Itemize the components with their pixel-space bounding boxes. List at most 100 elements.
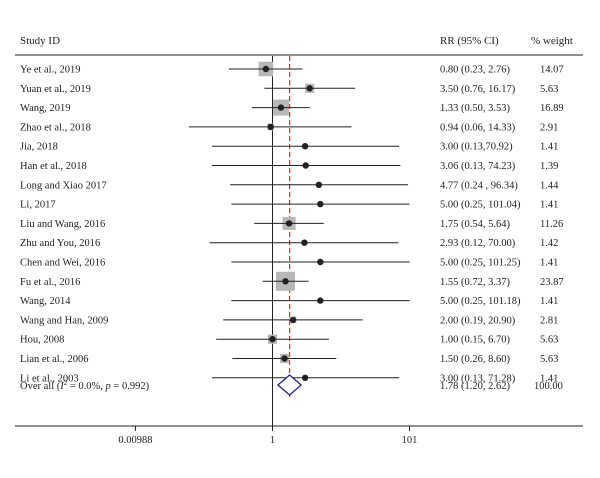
study-point	[301, 239, 308, 246]
study-rr-text: 1.75 (0.54, 5.64)	[440, 219, 510, 230]
study-weight-text: 16.89	[540, 103, 564, 114]
study-rr-text: 1.55 (0.72, 3.37)	[440, 277, 510, 288]
study-row: Zhu and You, 2016 2.93 (0.12, 70.00) 1.42	[20, 238, 558, 249]
overall-label-suffix: = 0.0%,	[67, 381, 105, 392]
study-weight-text: 1.41	[540, 142, 558, 153]
study-weight-text: 2.91	[540, 122, 558, 133]
study-point	[315, 181, 323, 188]
study-label: Han et al., 2018	[20, 161, 87, 172]
study-label: Ye et al., 2019	[20, 65, 80, 76]
study-row: Yuan et al., 2019 3.50 (0.76, 16.17) 5.63	[20, 83, 558, 95]
study-rr-text: 5.00 (0.25, 101.25)	[440, 258, 521, 269]
study-label: Wang and Han, 2009	[20, 315, 108, 326]
study-label: Long and Xiao 2017	[20, 180, 107, 191]
study-rr-text: 3.00 (0.13, 71.28)	[440, 373, 516, 384]
study-rr-text: 2.93 (0.12, 70.00)	[440, 238, 516, 249]
study-label: Fu et al., 2016	[20, 277, 80, 288]
study-label: Lian et al., 2006	[20, 354, 89, 365]
study-weight-text: 5.63	[540, 335, 558, 346]
study-weight-text: 23.87	[540, 277, 564, 288]
study-label: Zhao et al., 2018	[20, 122, 91, 133]
header-rr: RR (95% CI)	[440, 35, 499, 47]
study-label: Liu and Wang, 2016	[20, 219, 105, 230]
study-label: Li, 2017	[20, 200, 56, 211]
study-weight-text: 1.44	[540, 180, 559, 191]
study-rr-text: 5.00 (0.25, 101.04)	[440, 200, 521, 211]
study-row: Li et al., 2003 3.00 (0.13, 71.28) 1.41	[20, 373, 558, 384]
x-axis-ticks: 0.00988 1 101	[118, 426, 417, 446]
study-weight-text: 11.26	[540, 219, 563, 230]
study-label: Wang, 2019	[20, 103, 70, 114]
overall-diamond	[276, 374, 303, 396]
study-label: Hou, 2008	[20, 335, 64, 346]
study-point	[281, 355, 288, 362]
study-row: Wang, 2014 5.00 (0.25, 101.18) 1.41	[20, 296, 558, 307]
overall-p-symbol: p	[105, 381, 111, 392]
header-weight: % weight	[531, 35, 573, 47]
study-row: Ye et al., 2019 0.80 (0.23, 2.76) 14.07	[20, 61, 564, 77]
overall-i2-symbol: I	[59, 381, 64, 392]
study-label: Zhu and You, 2016	[20, 238, 100, 249]
study-point	[317, 297, 324, 304]
study-row: Hou, 2008 1.00 (0.15, 6.70) 5.63	[20, 334, 558, 346]
study-point	[277, 104, 285, 111]
study-point	[317, 200, 324, 208]
x-tick-label: 1	[270, 435, 275, 446]
study-row: Li, 2017 5.00 (0.25, 101.04) 1.41	[20, 200, 558, 211]
study-point	[269, 336, 276, 343]
study-row: Long and Xiao 2017 4.77 (0.24 , 96.34) 1.4…	[20, 180, 559, 191]
study-label: Jia, 2018	[20, 142, 58, 153]
study-rr-text: 1.00 (0.15, 6.70)	[440, 335, 510, 346]
header-study: Study ID	[20, 35, 60, 47]
study-row: Fu et al., 2016 1.55 (0.72, 3.37) 23.87	[20, 271, 564, 291]
overall-rr-text: 1.78 (1.20, 2.62)	[440, 381, 510, 392]
study-rr-text: 1.33 (0.50, 3.53)	[440, 103, 510, 114]
study-weight-text: 2.81	[540, 315, 558, 326]
study-rr-text: 3.06 (0.13, 74.23)	[440, 161, 516, 172]
study-weight-text: 1.42	[540, 238, 558, 249]
study-point	[262, 65, 270, 73]
study-weight-text: 1.41	[540, 258, 558, 269]
x-tick-label: 0.00988	[118, 435, 152, 446]
x-tick-label: 101	[402, 435, 418, 446]
study-weight-text: 1.41	[540, 200, 558, 211]
study-rr-text: 4.77 (0.24 , 96.34)	[440, 180, 518, 191]
study-point	[302, 162, 309, 169]
study-point	[317, 258, 324, 266]
study-row: Lian et al., 2006 1.50 (0.26, 8.60) 5.63	[20, 353, 558, 365]
study-rr-text: 0.80 (0.23, 2.76)	[440, 65, 510, 76]
overall-weight-text: 100.00	[534, 381, 563, 392]
study-point	[301, 143, 309, 150]
study-point	[282, 278, 289, 285]
study-row: Wang and Han, 2009 2.00 (0.19, 20.90) 2.81	[20, 315, 558, 326]
overall-label-prefix: Over all (	[20, 381, 61, 392]
study-row: Chen and Wei, 2016 5.00 (0.25, 101.25) 1.4…	[20, 258, 558, 269]
study-label: Chen and Wei, 2016	[20, 258, 105, 269]
study-point	[267, 123, 274, 131]
overall-p-text: = 0.992)	[111, 381, 150, 392]
study-weight-text: 1.41	[540, 373, 558, 384]
study-point	[289, 316, 297, 324]
study-row: Wang, 2019 1.33 (0.50, 3.53) 16.89	[20, 99, 564, 116]
study-weight-text: 14.07	[540, 65, 564, 76]
study-row: Jia, 2018 3.00 (0.13,70.92) 1.41	[20, 142, 558, 153]
study-label: Yuan et al., 2019	[20, 84, 91, 95]
study-label: Wang, 2014	[20, 296, 71, 307]
study-rr-text: 3.50 (0.76, 16.17)	[440, 84, 516, 95]
study-row: Han et al., 2018 3.06 (0.13, 74.23) 1.39	[20, 161, 558, 172]
study-weight-text: 1.41	[540, 296, 558, 307]
overall-i2-sup: 2	[64, 379, 68, 387]
study-rr-text: 0.94 (0.06, 14.33)	[440, 122, 516, 133]
study-row: Liu and Wang, 2016 1.75 (0.54, 5.64) 11.26	[20, 216, 563, 230]
study-rows: Ye et al., 2019 0.80 (0.23, 2.76) 14.07 Yua…	[20, 61, 564, 384]
study-weight-text: 1.39	[540, 161, 558, 172]
study-point	[285, 220, 293, 227]
study-rr-text: 2.00 (0.19, 20.90)	[440, 315, 516, 326]
study-rr-text: 3.00 (0.13,70.92)	[440, 142, 513, 153]
study-rr-text: 5.00 (0.25, 101.18)	[440, 296, 521, 307]
study-label: Li et al., 2003	[20, 373, 79, 384]
study-weight-text: 5.63	[540, 354, 558, 365]
study-rr-text: 1.50 (0.26, 8.60)	[440, 354, 510, 365]
study-row: Zhao et al., 2018 0.94 (0.06, 14.33) 2.91	[20, 122, 558, 133]
